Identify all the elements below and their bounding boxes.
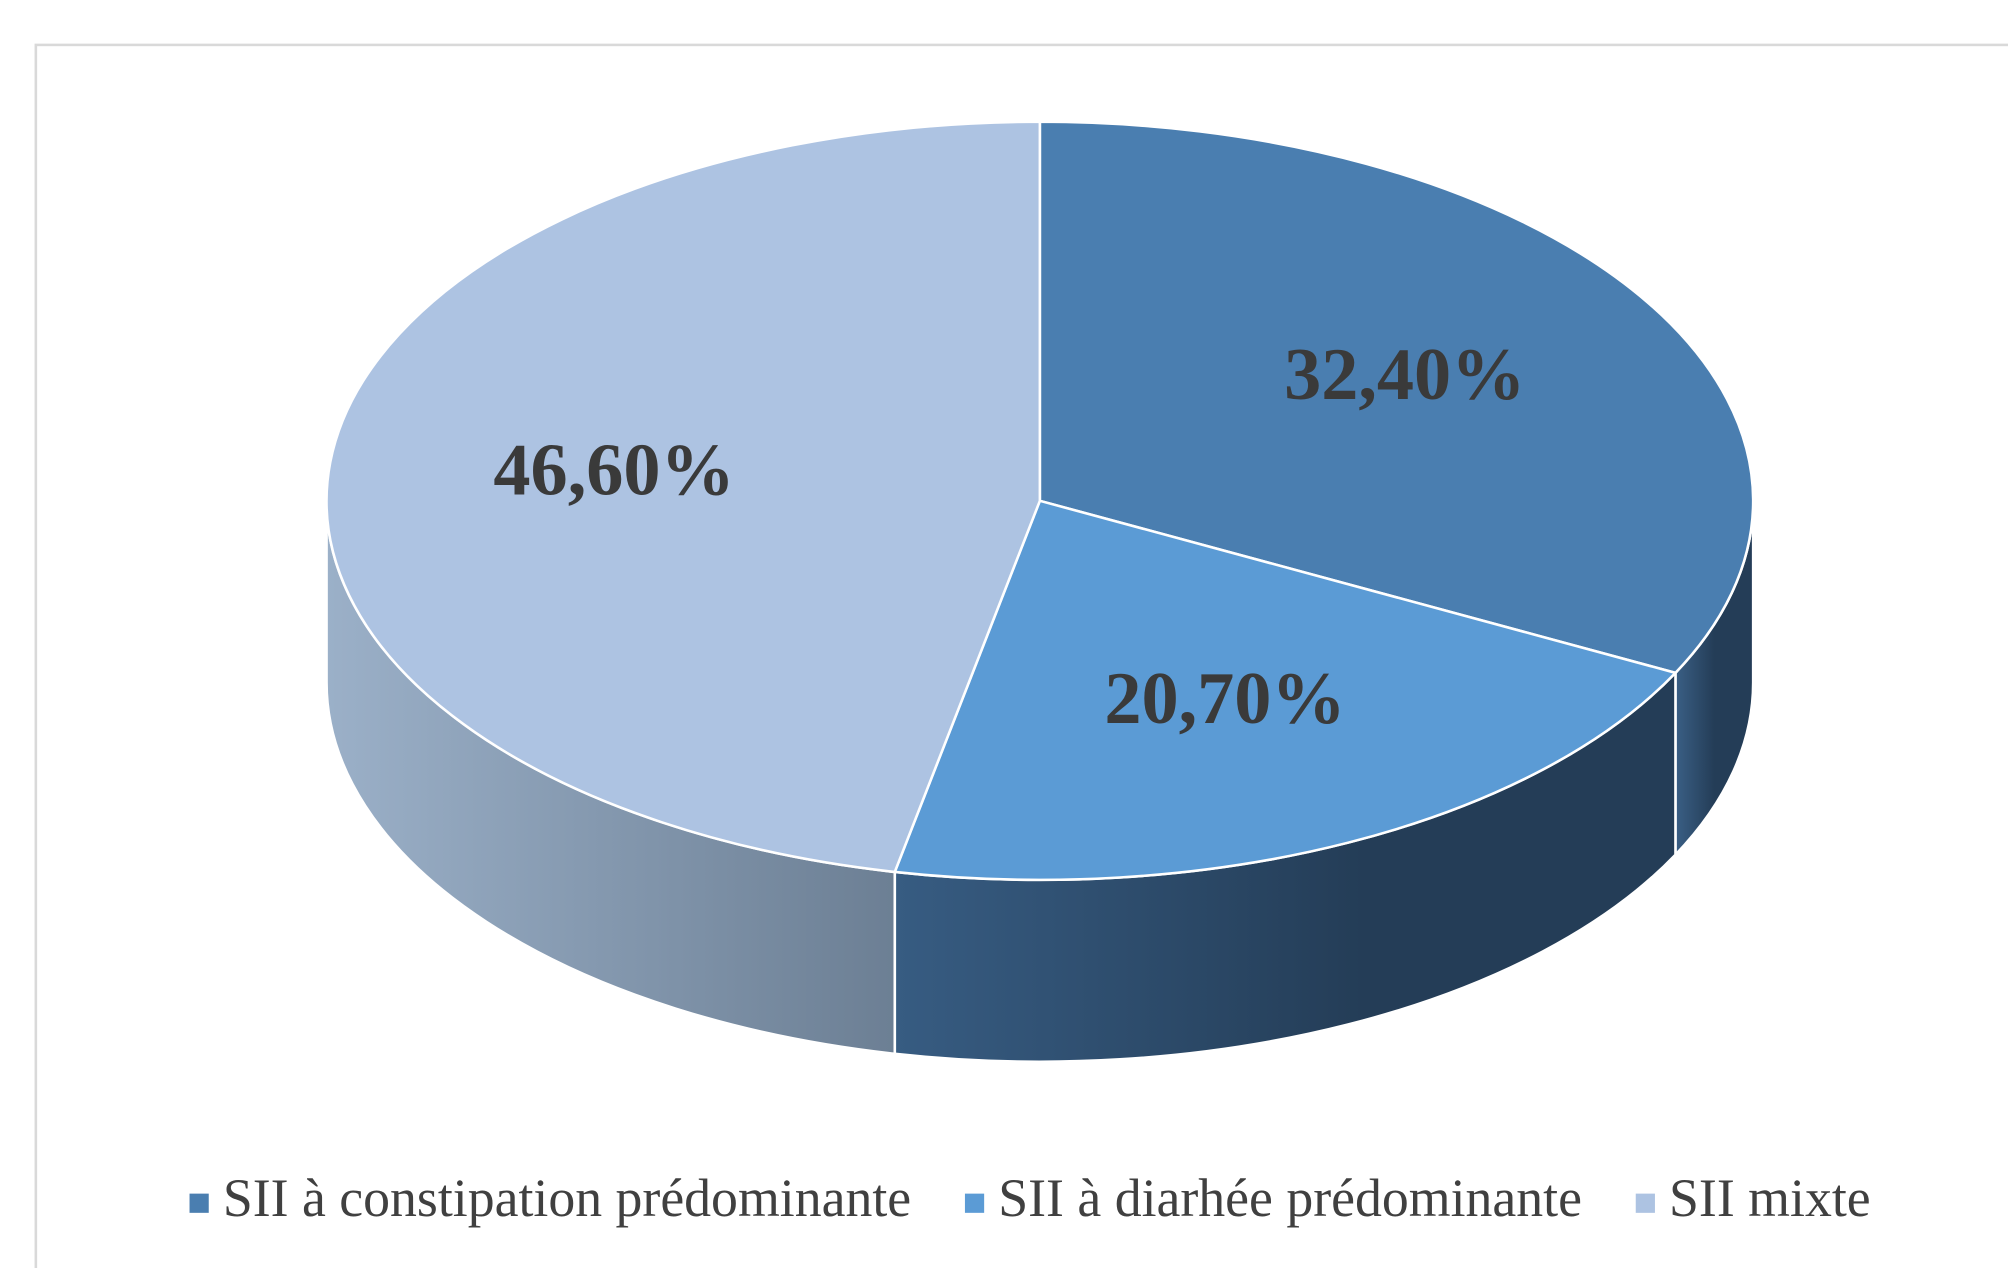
legend-swatch — [1635, 1193, 1655, 1213]
legend-label: SII mixte — [1669, 1168, 1871, 1228]
pie-slice — [325, 120, 1042, 874]
pie-slice — [892, 499, 1678, 882]
legend-swatch — [189, 1193, 209, 1213]
data-label: 46,60% — [493, 430, 734, 512]
legend-label: SII à diarhée prédominante — [998, 1168, 1582, 1228]
pie-slice — [1038, 120, 1755, 675]
legend-swatch — [964, 1193, 985, 1213]
data-label: 32,40% — [1284, 334, 1525, 416]
data-label: 20,70% — [1104, 658, 1345, 740]
frame — [34, 43, 2008, 1268]
legend-label: SII à constipation prédominante — [223, 1168, 911, 1228]
